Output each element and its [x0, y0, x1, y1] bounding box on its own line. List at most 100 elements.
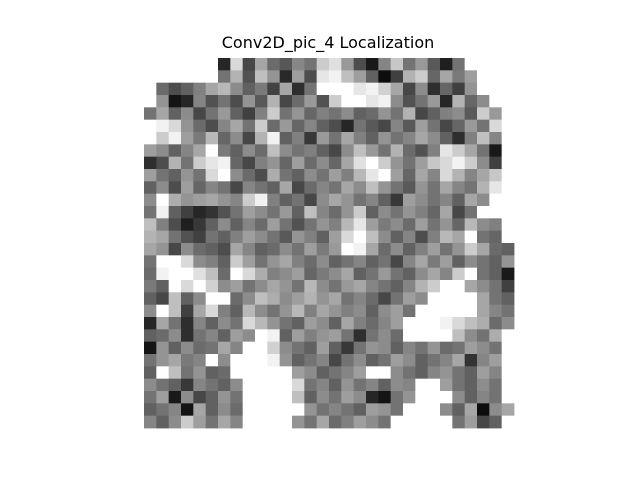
- heatmap-cell: [440, 70, 453, 84]
- heatmap-cell: [452, 132, 466, 145]
- heatmap-cell: [193, 144, 207, 158]
- heatmap-cell: [415, 58, 429, 71]
- heatmap-cell: [267, 95, 281, 108]
- heatmap-cell: [316, 132, 330, 145]
- heatmap-cell: [144, 144, 157, 158]
- heatmap-cell: [464, 206, 478, 219]
- heatmap-cell: [218, 391, 231, 404]
- heatmap-cell: [292, 119, 305, 133]
- heatmap-cell: [501, 206, 515, 219]
- heatmap-cell: [378, 70, 392, 84]
- heatmap-cell: [230, 95, 244, 108]
- heatmap-cell: [390, 304, 404, 318]
- heatmap-cell: [501, 169, 515, 182]
- heatmap-cell: [230, 230, 244, 244]
- heatmap-cell: [464, 354, 478, 367]
- heatmap-cell: [501, 82, 515, 96]
- heatmap-cell: [193, 107, 207, 121]
- heatmap-cell: [168, 267, 182, 281]
- heatmap-cell: [501, 341, 515, 355]
- heatmap-cell: [279, 82, 293, 96]
- heatmap-cell: [156, 317, 170, 330]
- heatmap-cell: [353, 58, 367, 71]
- heatmap-cell: [230, 169, 244, 182]
- heatmap-cell: [415, 107, 429, 121]
- heatmap-cell: [489, 82, 503, 96]
- heatmap-cell: [489, 267, 503, 281]
- heatmap-cell: [255, 58, 268, 71]
- heatmap-cell: [205, 403, 219, 417]
- heatmap-cell: [193, 218, 207, 232]
- heatmap-cell: [427, 243, 441, 256]
- heatmap-cell: [427, 391, 441, 404]
- heatmap-cell: [230, 292, 244, 306]
- heatmap-cell: [464, 292, 478, 306]
- heatmap-cell: [378, 255, 392, 269]
- heatmap-cell: [464, 58, 478, 71]
- heatmap-cell: [415, 415, 429, 429]
- heatmap-cell: [477, 58, 490, 71]
- heatmap-cell: [440, 267, 453, 281]
- heatmap-cell: [501, 403, 515, 417]
- heatmap-cell: [156, 218, 170, 232]
- heatmap-cell: [156, 280, 170, 293]
- heatmap-cell: [464, 119, 478, 133]
- heatmap-cell: [255, 317, 268, 330]
- heatmap-cell: [168, 317, 182, 330]
- heatmap-cell: [255, 243, 268, 256]
- heatmap-cell: [353, 255, 367, 269]
- heatmap-cell: [156, 415, 170, 429]
- heatmap-cell: [353, 280, 367, 293]
- heatmap-cell: [279, 119, 293, 133]
- heatmap-cell: [193, 181, 207, 195]
- heatmap-cell: [378, 304, 392, 318]
- heatmap-cell: [452, 378, 466, 392]
- heatmap-cell: [427, 169, 441, 182]
- heatmap-cell: [316, 181, 330, 195]
- heatmap-cell: [477, 230, 490, 244]
- heatmap-cell: [415, 341, 429, 355]
- heatmap-cell: [427, 317, 441, 330]
- heatmap-cell: [464, 230, 478, 244]
- heatmap-cell: [304, 230, 318, 244]
- heatmap-cell: [415, 280, 429, 293]
- heatmap-cell: [366, 82, 379, 96]
- heatmap-cell: [341, 280, 355, 293]
- heatmap-cell: [181, 193, 194, 207]
- heatmap-cell: [329, 156, 342, 170]
- heatmap-cell: [390, 341, 404, 355]
- heatmap-cell: [242, 58, 256, 71]
- heatmap-cell: [440, 255, 453, 269]
- heatmap-cell: [156, 119, 170, 133]
- heatmap-cell: [329, 354, 342, 367]
- heatmap-cell: [390, 132, 404, 145]
- heatmap-cell: [292, 107, 305, 121]
- heatmap-cell: [501, 354, 515, 367]
- heatmap-cell: [242, 304, 256, 318]
- heatmap-cell: [144, 292, 157, 306]
- heatmap-cell: [366, 354, 379, 367]
- heatmap-cell: [242, 132, 256, 145]
- heatmap-cell: [255, 169, 268, 182]
- heatmap-cell: [218, 304, 231, 318]
- heatmap-cell: [329, 144, 342, 158]
- heatmap-cell: [205, 255, 219, 269]
- heatmap-cell: [452, 193, 466, 207]
- heatmap-cell: [205, 107, 219, 121]
- heatmap-cell: [205, 366, 219, 380]
- heatmap-cell: [366, 218, 379, 232]
- heatmap-cell: [341, 95, 355, 108]
- heatmap-cell: [452, 329, 466, 343]
- heatmap-cell: [255, 378, 268, 392]
- heatmap-cell: [403, 243, 416, 256]
- heatmap-cell: [501, 391, 515, 404]
- heatmap-cell: [390, 292, 404, 306]
- heatmap-cell: [279, 193, 293, 207]
- heatmap-cell: [489, 156, 503, 170]
- heatmap-cell: [390, 415, 404, 429]
- heatmap-cell: [156, 403, 170, 417]
- heatmap-cell: [427, 193, 441, 207]
- heatmap-cell: [242, 267, 256, 281]
- heatmap-cell: [156, 341, 170, 355]
- heatmap-cell: [316, 107, 330, 121]
